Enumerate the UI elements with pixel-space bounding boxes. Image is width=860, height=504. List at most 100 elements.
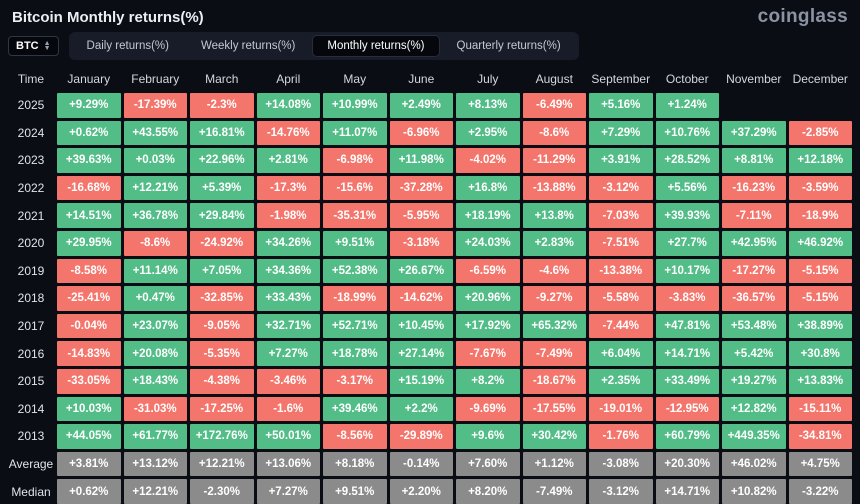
return-cell: +4.75% xyxy=(788,451,852,477)
return-cell: +0.62% xyxy=(57,479,121,504)
return-cell: +10.45% xyxy=(389,313,453,339)
return-cell: +8.20% xyxy=(456,479,520,504)
return-cell: +26.67% xyxy=(389,258,453,284)
return-cell: -14.83% xyxy=(57,341,121,366)
return-cell: -18.67% xyxy=(522,368,586,394)
return-cell: +13.83% xyxy=(788,368,852,394)
return-cell: -36.57% xyxy=(722,286,786,311)
column-header: November xyxy=(726,71,782,86)
return-cell: -5.15% xyxy=(788,258,852,284)
column-header: December xyxy=(792,71,848,86)
column-header: April xyxy=(276,71,301,86)
table-row: 2025 +9.29% -17.39% -2.3% +14.08% +10.99% +2.4… xyxy=(8,93,852,118)
return-cell: +7.27% xyxy=(256,341,320,366)
symbol-select-value: BTC xyxy=(16,40,39,52)
return-cell: +8.18% xyxy=(323,451,387,477)
return-cell: +12.21% xyxy=(123,175,187,201)
return-cell: -3.12% xyxy=(589,479,653,504)
tab-weekly-returns[interactable]: Weekly returns(%) xyxy=(200,40,296,52)
return-cell: +29.95% xyxy=(57,230,121,256)
row-label: 2021 xyxy=(17,208,45,223)
return-cell: +9.6% xyxy=(456,424,520,449)
return-cell: +33.43% xyxy=(256,286,320,311)
return-cell: +32.71% xyxy=(256,313,320,339)
return-cell: +8.13% xyxy=(456,93,520,118)
return-cell: -11.29% xyxy=(522,148,586,173)
return-cell: -15.11% xyxy=(788,396,852,422)
return-cell: -19.01% xyxy=(589,396,653,422)
return-cell: +2.95% xyxy=(456,120,520,146)
row-label: 2018 xyxy=(17,291,45,306)
column-header: March xyxy=(205,71,239,86)
return-cell: +10.03% xyxy=(57,396,121,422)
return-cell: +2.83% xyxy=(522,230,586,256)
return-cell: -14.62% xyxy=(389,286,453,311)
column-header: June xyxy=(408,71,435,86)
table-row: 2018 -25.41% +0.47% -32.85% +33.43% -18.99% -1… xyxy=(8,286,852,311)
return-cell: +11.98% xyxy=(389,148,453,173)
return-cell: +7.29% xyxy=(589,120,653,146)
return-cell: +0.47% xyxy=(123,286,187,311)
tab-quarterly-returns[interactable]: Quarterly returns(%) xyxy=(456,40,561,52)
return-cell: -7.11% xyxy=(722,203,786,228)
table-row: 2019 -8.58% +11.14% +7.05% +34.36% +52.38% +26… xyxy=(8,258,852,284)
return-cell: +27.7% xyxy=(655,230,719,256)
return-cell: -33.05% xyxy=(57,368,121,394)
row-label: 2017 xyxy=(17,319,45,334)
returns-tabbar: Daily returns(%) Weekly returns(%) Monthly… xyxy=(68,32,579,60)
return-cell: +10.17% xyxy=(655,258,719,284)
return-cell: +39.46% xyxy=(323,396,387,422)
table-row: 2023 +39.63% +0.03% +22.96% +2.81% -6.98% +11.… xyxy=(8,148,852,173)
return-cell: +1.24% xyxy=(655,93,719,118)
return-cell: +2.81% xyxy=(256,148,320,173)
return-cell: -3.17% xyxy=(323,368,387,394)
returns-table: Time January February March April May June July… xyxy=(8,66,852,504)
return-cell: +37.29% xyxy=(722,120,786,146)
table-row: Median +0.62% +12.21% -2.30% +7.27% +9.51% +2.… xyxy=(8,479,852,504)
return-cell: -29.89% xyxy=(389,424,453,449)
return-cell: -18.9% xyxy=(788,203,852,228)
return-cell: -6.59% xyxy=(456,258,520,284)
return-cell: -3.18% xyxy=(389,230,453,256)
return-cell: -14.76% xyxy=(256,120,320,146)
return-cell: -17.27% xyxy=(722,258,786,284)
symbol-select[interactable]: BTC ▲ ▼ xyxy=(8,36,59,56)
return-cell: -9.27% xyxy=(522,286,586,311)
table-row: 2013 +44.05% +61.77% +172.76% +50.01% -8.56% -… xyxy=(8,424,852,449)
return-cell: -37.28% xyxy=(389,175,453,201)
tab-monthly-returns[interactable]: Monthly returns(%) xyxy=(312,35,440,57)
table-header-row: Time January February March April May June July… xyxy=(8,66,852,91)
return-cell: +11.07% xyxy=(323,120,387,146)
return-cell: +52.71% xyxy=(323,313,387,339)
table-row: 2014 +10.03% -31.03% -17.25% -1.6% +39.46% +2.… xyxy=(8,396,852,422)
return-cell: -7.49% xyxy=(522,479,586,504)
row-label: 2023 xyxy=(17,153,45,168)
column-header: September xyxy=(591,71,651,86)
return-cell: -15.6% xyxy=(323,175,387,201)
return-cell: +16.81% xyxy=(190,120,254,146)
return-cell: +34.36% xyxy=(256,258,320,284)
return-cell: -13.88% xyxy=(522,175,586,201)
return-cell: +8.81% xyxy=(722,148,786,173)
return-cell: -5.95% xyxy=(389,203,453,228)
return-cell: +23.07% xyxy=(123,313,187,339)
return-cell: +10.76% xyxy=(655,120,719,146)
return-cell: -2.3% xyxy=(190,93,254,118)
return-cell: -0.14% xyxy=(389,451,453,477)
return-cell: +13.8% xyxy=(522,203,586,228)
return-cell: -8.6% xyxy=(522,120,586,146)
return-cell xyxy=(789,93,853,118)
return-cell: +34.26% xyxy=(256,230,320,256)
return-cell: +42.95% xyxy=(722,230,786,256)
return-cell: +10.82% xyxy=(722,479,786,504)
return-cell: +30.42% xyxy=(522,424,586,449)
return-cell: +7.05% xyxy=(190,258,254,284)
return-cell: -1.98% xyxy=(256,203,320,228)
return-cell: -18.99% xyxy=(323,286,387,311)
return-cell: +14.71% xyxy=(655,479,719,504)
tab-daily-returns[interactable]: Daily returns(%) xyxy=(86,40,169,52)
return-cell: -16.68% xyxy=(57,175,121,201)
return-cell: -5.35% xyxy=(190,341,254,366)
row-label: Average xyxy=(8,457,54,472)
return-cell: +8.2% xyxy=(456,368,520,394)
